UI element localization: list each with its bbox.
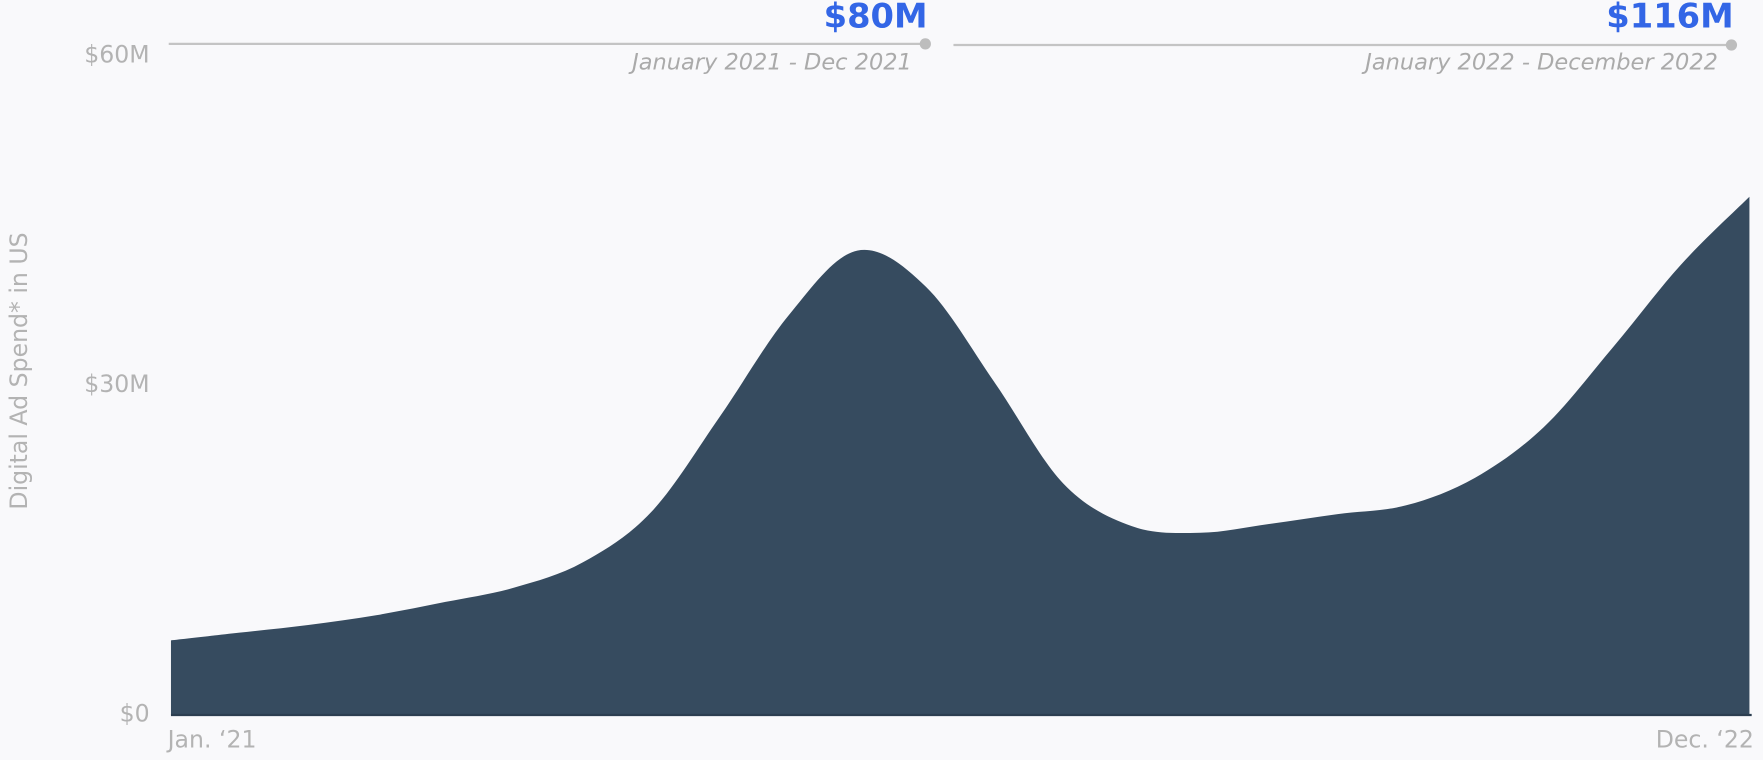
y-tick-label: $30M bbox=[84, 370, 149, 398]
y-tick-label: $0 bbox=[120, 700, 150, 728]
x-tick-label: Dec. ‘22 bbox=[1656, 725, 1754, 753]
annotation-value: $116M bbox=[1606, 0, 1733, 35]
period-end-dot bbox=[1725, 39, 1738, 51]
annotation-period: January 2022 - December 2022 bbox=[1361, 49, 1718, 75]
annotation-value: $80M bbox=[824, 0, 928, 35]
y-tick-label: $60M bbox=[84, 41, 149, 69]
x-tick-label: Jan. ‘21 bbox=[166, 725, 257, 753]
period-end-dot bbox=[919, 38, 931, 50]
area bbox=[170, 196, 1750, 716]
y-axis-label: Digital Ad Spend* in US bbox=[5, 232, 33, 509]
annotation-period: January 2021 - Dec 2021 bbox=[628, 49, 912, 75]
